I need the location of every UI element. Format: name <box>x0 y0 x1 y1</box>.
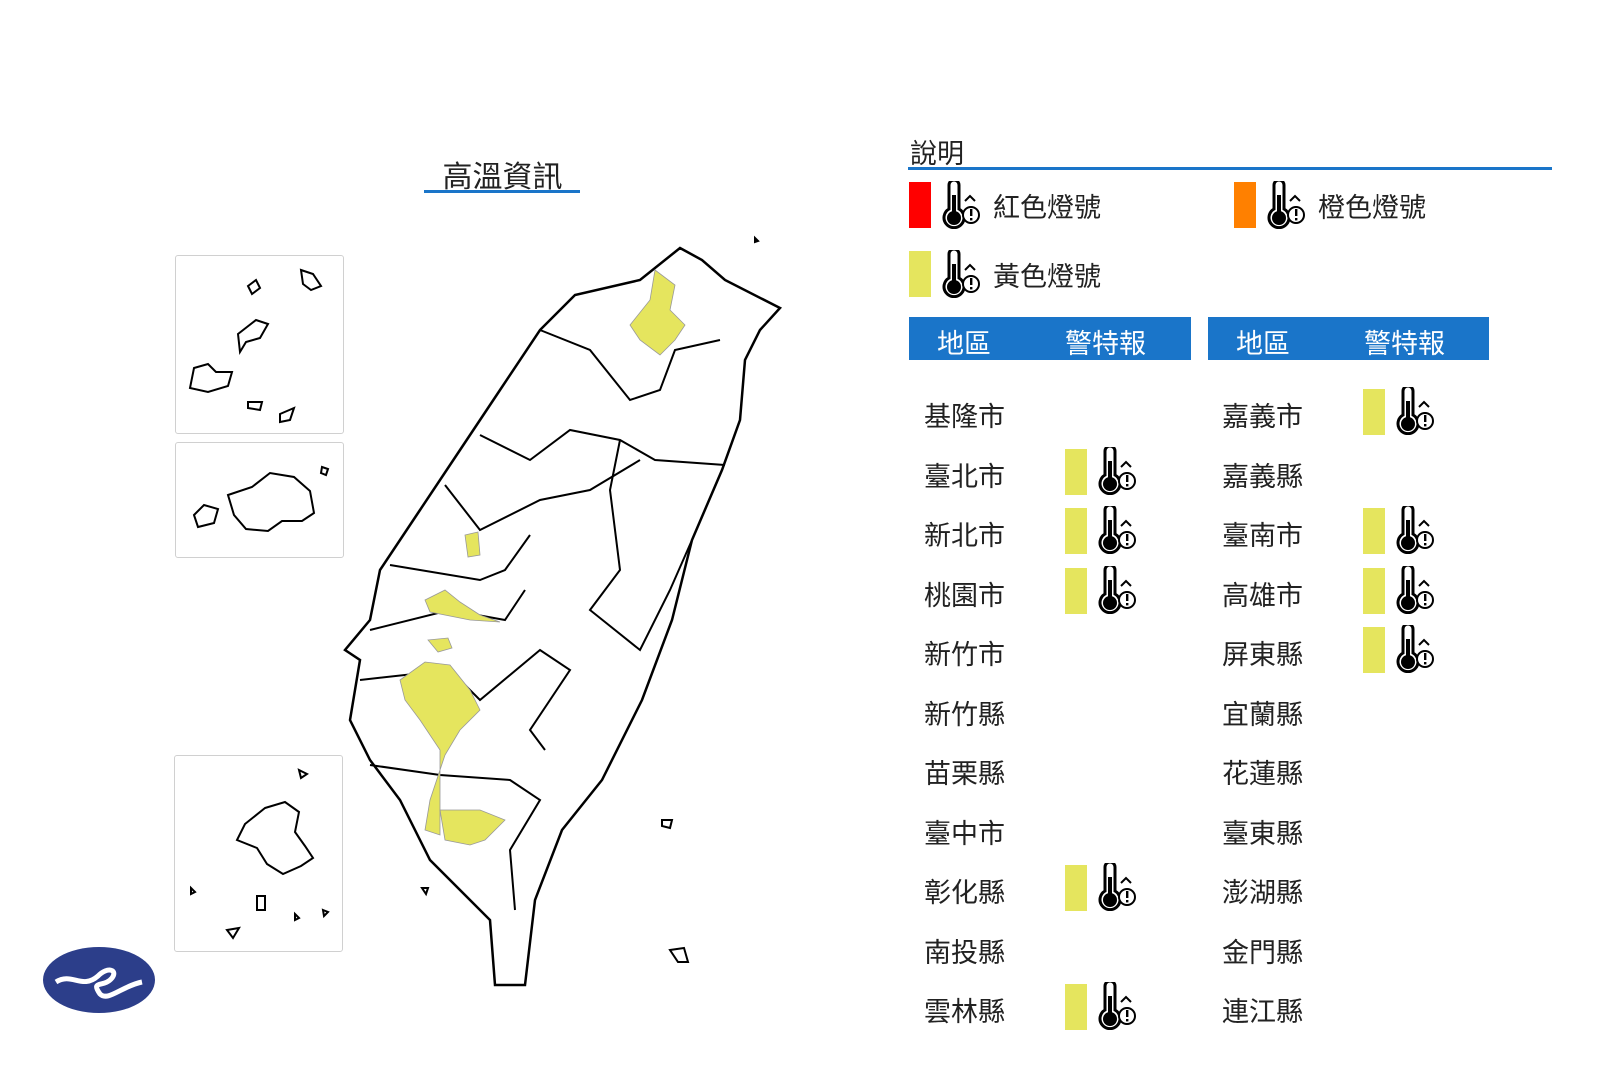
warning-area-kaohsiung <box>439 809 506 846</box>
yellow-swatch <box>1065 508 1087 554</box>
table-row: 苗栗縣 <box>924 744 1164 794</box>
thermometer-warning-1-icon <box>1396 625 1435 673</box>
header-warning: 警特報 <box>1364 329 1445 360</box>
inset-kinmen <box>175 442 344 558</box>
yellow-swatch <box>1363 508 1385 554</box>
thermometer-warning-1-icon <box>1098 506 1137 554</box>
warning-area-yunlin <box>399 661 481 836</box>
region-name: 金門縣 <box>1222 937 1303 969</box>
warning-area-small <box>464 531 481 558</box>
region-name: 花蓮縣 <box>1222 759 1303 790</box>
yellow-swatch <box>1363 627 1385 673</box>
yellow-swatch <box>1065 448 1087 495</box>
thermometer-warning-3-icon <box>942 181 981 229</box>
table-row: 屏東縣 <box>1222 625 1462 675</box>
table-row: 澎湖縣 <box>1222 863 1462 913</box>
table-row: 宜蘭縣 <box>1222 685 1462 735</box>
legend-label: 橙色燈號 <box>1318 192 1426 224</box>
table-row: 臺南市 <box>1222 506 1462 556</box>
thermometer-warning-1-icon <box>1396 506 1435 554</box>
table-row: 南投縣 <box>924 923 1164 973</box>
region-name: 臺北市 <box>924 461 1005 493</box>
region-name: 基隆市 <box>924 402 1005 433</box>
region-name: 新竹市 <box>924 640 1005 671</box>
legend-item-yellow: 黃色燈號 <box>909 250 1101 298</box>
region-name: 新北市 <box>924 521 1005 552</box>
header-region: 地區 <box>937 329 991 360</box>
thermometer-warning-2-icon <box>1267 181 1306 229</box>
region-name: 澎湖縣 <box>1222 878 1303 909</box>
thermometer-warning-1-icon <box>1098 446 1137 495</box>
region-name: 嘉義市 <box>1222 402 1303 433</box>
title-underline <box>424 190 580 193</box>
table-header-left: 地區 警特報 <box>909 317 1191 360</box>
table-header-right: 地區 警特報 <box>1208 317 1489 360</box>
taiwan-map <box>343 235 783 987</box>
region-name: 嘉義縣 <box>1222 461 1303 493</box>
map-title: 高溫資訊 <box>442 160 563 195</box>
thermometer-warning-1-icon <box>942 250 981 298</box>
region-name: 彰化縣 <box>924 878 1005 909</box>
inset-matsu <box>175 255 344 434</box>
thermometer-warning-1-icon <box>1396 565 1435 614</box>
cwa-logo <box>43 947 155 1013</box>
region-name: 宜蘭縣 <box>1222 699 1303 731</box>
region-name: 苗栗縣 <box>924 759 1005 790</box>
red-swatch <box>909 182 931 228</box>
thermometer-warning-1-icon <box>1396 387 1435 435</box>
warning-area-taipei <box>629 269 686 356</box>
taiwan-island <box>343 246 783 987</box>
yellow-swatch <box>1363 389 1385 435</box>
legend-label: 黃色燈號 <box>993 261 1101 293</box>
table-row: 新竹市 <box>924 625 1164 675</box>
inset-penghu <box>174 755 343 952</box>
legend-divider <box>908 167 1552 170</box>
table-row: 新北市 <box>924 506 1164 556</box>
region-name: 屏東縣 <box>1222 640 1303 671</box>
table-row: 彰化縣 <box>924 863 1164 913</box>
thermometer-warning-1-icon <box>1098 863 1137 911</box>
warning-area-changhua <box>424 589 501 623</box>
header-region: 地區 <box>1236 329 1290 360</box>
legend-item-red: 紅色燈號 <box>909 181 1101 229</box>
region-name: 南投縣 <box>924 937 1005 969</box>
table-row: 臺北市 <box>924 446 1164 497</box>
table-row: 基隆市 <box>924 387 1164 437</box>
region-name: 臺東縣 <box>1222 818 1303 850</box>
table-row: 雲林縣 <box>924 982 1164 1032</box>
table-row: 新竹縣 <box>924 685 1164 735</box>
region-name: 高雄市 <box>1222 580 1303 612</box>
legend-title: 說明 <box>910 139 964 170</box>
table-row: 桃園市 <box>924 565 1164 616</box>
region-name: 臺南市 <box>1222 521 1303 552</box>
yellow-swatch <box>909 251 931 297</box>
yellow-swatch <box>1065 865 1087 911</box>
legend-item-orange: 橙色燈號 <box>1234 181 1426 229</box>
region-name: 新竹縣 <box>924 699 1005 731</box>
table-row: 臺東縣 <box>1222 804 1462 854</box>
warning-area-chiayi <box>427 637 453 653</box>
region-name: 雲林縣 <box>924 997 1005 1028</box>
yellow-swatch <box>1363 567 1385 614</box>
table-row: 連江縣 <box>1222 982 1462 1032</box>
table-row: 花蓮縣 <box>1222 744 1462 794</box>
thermometer-warning-1-icon <box>1098 565 1137 614</box>
header-warning: 警特報 <box>1065 329 1146 360</box>
table-row: 金門縣 <box>1222 923 1462 973</box>
yellow-swatch <box>1065 567 1087 614</box>
table-row: 嘉義市 <box>1222 387 1462 437</box>
yellow-swatch <box>1065 984 1087 1030</box>
table-row: 臺中市 <box>924 804 1164 854</box>
legend-label: 紅色燈號 <box>993 192 1101 224</box>
thermometer-warning-1-icon <box>1098 982 1137 1030</box>
region-name: 臺中市 <box>924 818 1005 850</box>
orange-swatch <box>1234 182 1256 228</box>
region-name: 桃園市 <box>924 580 1005 612</box>
region-name: 連江縣 <box>1222 997 1303 1028</box>
table-row: 嘉義縣 <box>1222 447 1462 497</box>
table-row: 高雄市 <box>1222 565 1462 616</box>
